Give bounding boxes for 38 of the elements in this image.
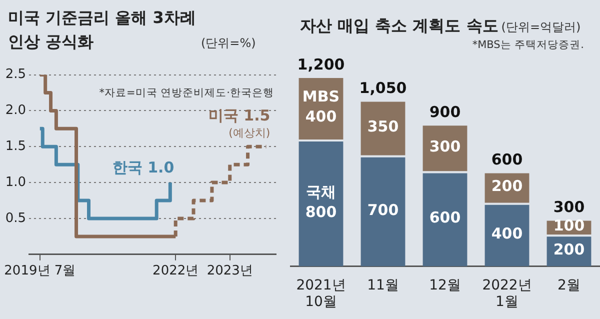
y-tick-label: 1.0 (5, 174, 26, 190)
data-label: 300 (429, 137, 461, 156)
series-label: 국채 (306, 182, 336, 201)
x-tick-label: 2월 (558, 277, 580, 294)
data-label: 200 (491, 176, 523, 195)
data-label: 400 (305, 108, 337, 126)
data-label: 350 (367, 117, 399, 136)
data-label: 600 (429, 208, 461, 227)
annotation: 미국 1.5 (예상치) (208, 106, 270, 140)
data-label: 700 (367, 200, 399, 219)
y-tick-label: 0.5 (5, 210, 26, 226)
total-label: 1,200 (297, 55, 345, 74)
x-tick-label: 2021년 10월 (296, 277, 346, 310)
annotation: 한국 1.0 (112, 158, 174, 177)
annotation: *자료=미국 연방준비제도·한국은행 (97, 86, 276, 100)
x-tick-label: 2019년 7월 (4, 264, 76, 279)
data-label: 400 (491, 224, 523, 243)
chart-title: 미국 기준금리 올해 3차례 인상 공식화 (8, 7, 197, 53)
y-tick-label: 2.0 (5, 103, 26, 118)
x-tick-label: 12월 (429, 277, 461, 294)
total-label: 1,050 (359, 79, 407, 98)
data-label: 800 (305, 202, 337, 221)
chart-title: 자산 매입 축소 계획도 속도 (300, 16, 498, 35)
y-tick-label: 1.5 (5, 139, 26, 154)
y-tick-label: 2.5 (5, 67, 26, 82)
x-tick-label: 2023년 (206, 264, 253, 279)
x-tick-label: 2022년 1월 (482, 277, 532, 310)
data-label: 200 (553, 240, 585, 258)
data-label: 100 (553, 216, 585, 235)
chart-subtitle: (단위=%) (201, 36, 256, 50)
chart-subtitle: (단위=억달러) (501, 20, 581, 34)
text: *MBS는 주택저당증권. (471, 38, 585, 52)
series-label: MBS (302, 88, 340, 106)
total-label: 600 (491, 150, 523, 169)
total-label: 300 (553, 198, 585, 216)
x-tick-label: 11월 (367, 277, 399, 294)
x-tick-label: 2022년 (152, 264, 199, 279)
total-label: 900 (429, 102, 461, 121)
